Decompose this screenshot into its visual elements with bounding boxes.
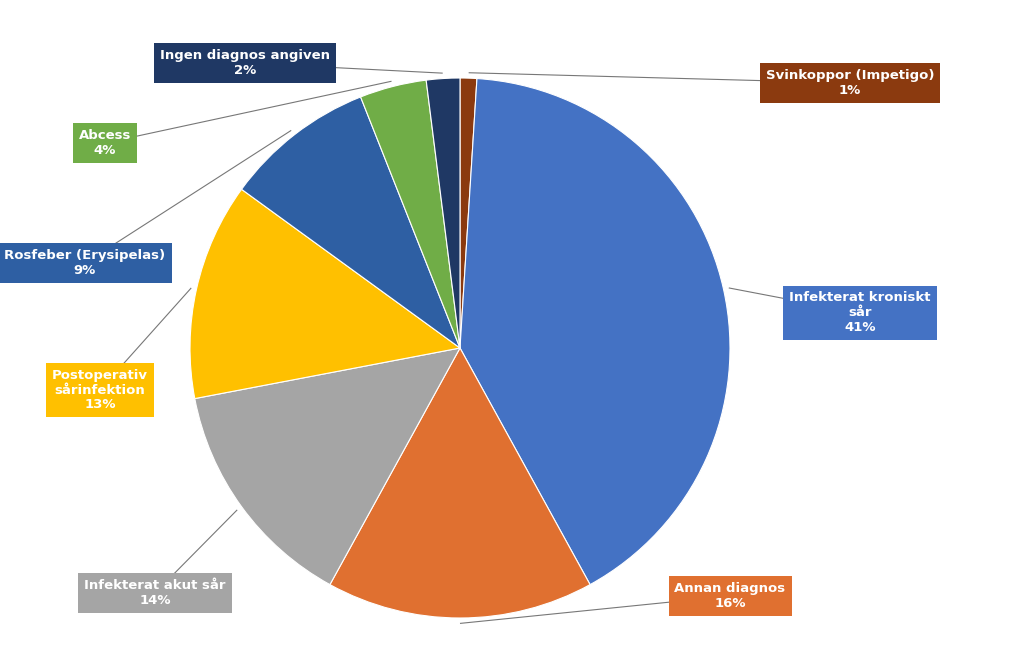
Text: Infekterat akut sår
14%: Infekterat akut sår 14% (84, 579, 226, 607)
Wedge shape (190, 189, 460, 399)
Wedge shape (427, 78, 460, 348)
Text: Annan diagnos
16%: Annan diagnos 16% (674, 582, 786, 610)
Wedge shape (330, 348, 590, 618)
Wedge shape (460, 79, 730, 584)
Text: Ingen diagnos angiven
2%: Ingen diagnos angiven 2% (160, 49, 330, 77)
Text: Infekterat kroniskt
sår
41%: Infekterat kroniskt sår 41% (790, 291, 931, 335)
Text: Rosfeber (Erysipelas)
9%: Rosfeber (Erysipelas) 9% (4, 249, 166, 277)
Wedge shape (241, 97, 460, 348)
Wedge shape (360, 80, 460, 348)
Wedge shape (460, 78, 477, 348)
Text: Svinkoppor (Impetigo)
1%: Svinkoppor (Impetigo) 1% (766, 69, 934, 97)
Text: Abcess
4%: Abcess 4% (79, 129, 131, 157)
Text: Postoperativ
sårinfektion
13%: Postoperativ sårinfektion 13% (52, 369, 148, 411)
Wedge shape (194, 348, 460, 584)
